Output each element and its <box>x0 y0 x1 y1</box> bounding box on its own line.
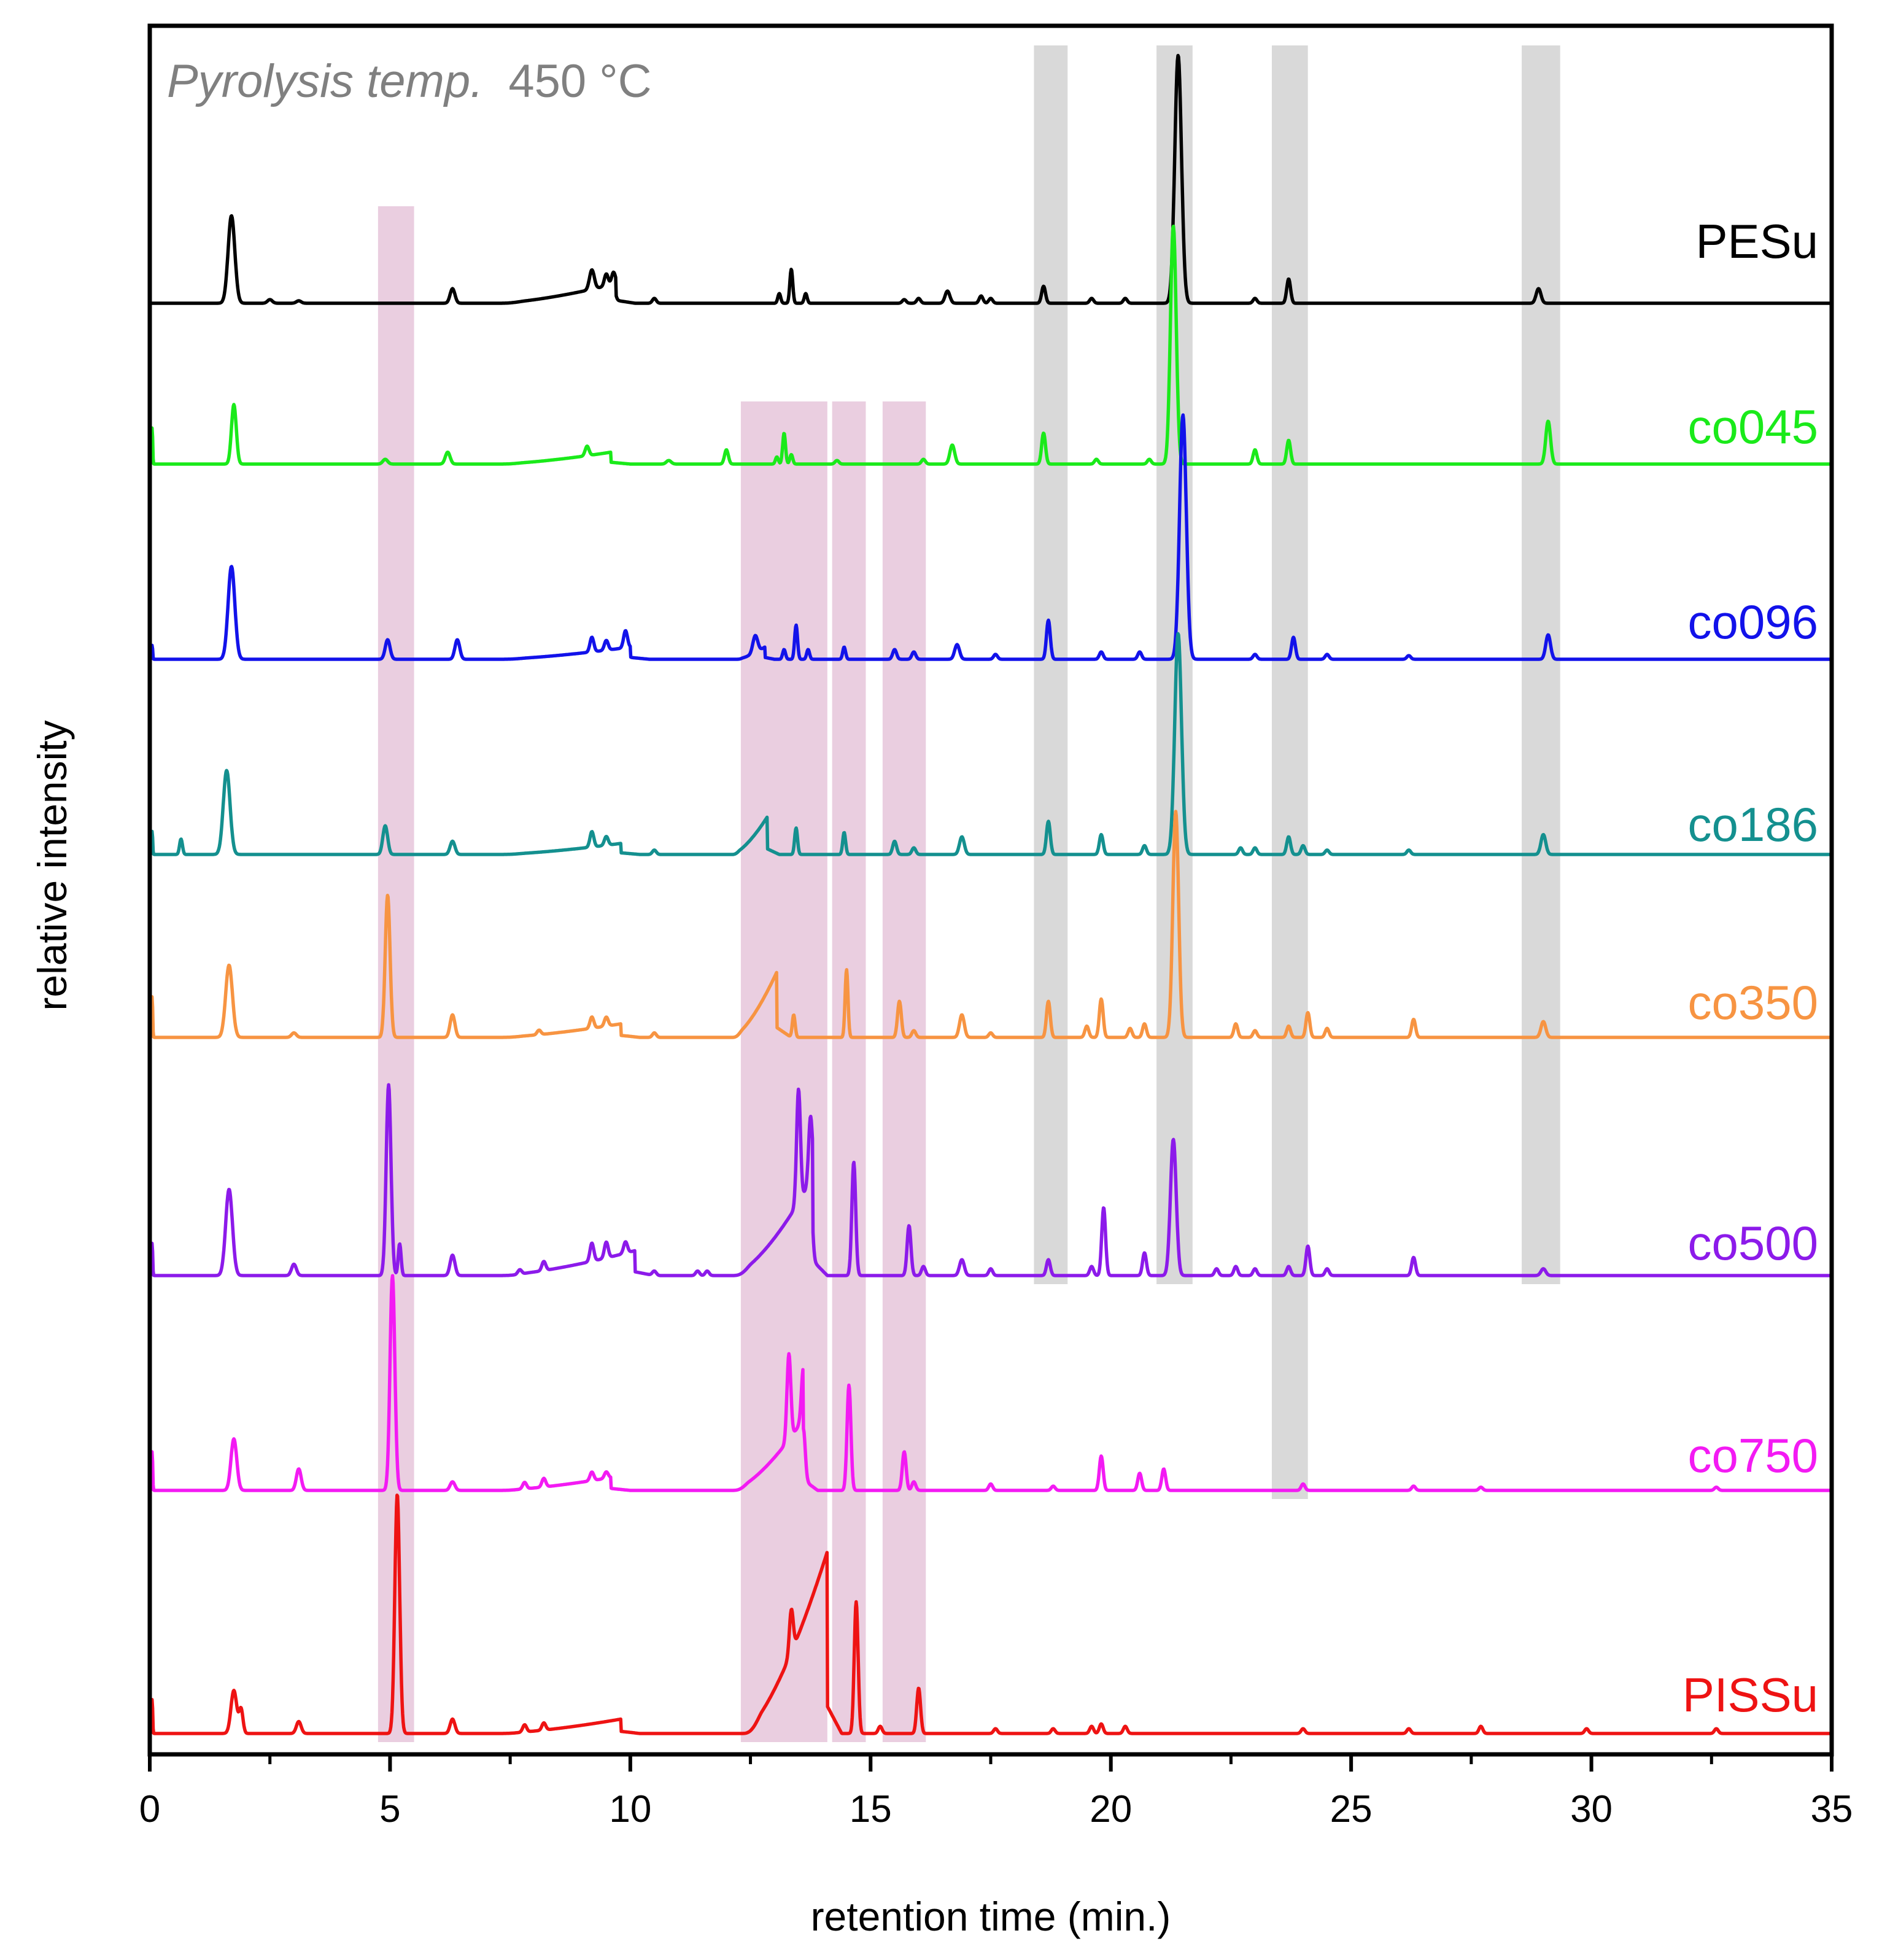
x-tick-label-25: 25 <box>1330 1788 1373 1830</box>
highlight-band-8 <box>1522 45 1560 1284</box>
x-tick-label-20: 20 <box>1090 1788 1132 1830</box>
x-axis-title: retention time (min.) <box>811 1894 1171 1939</box>
series-label-pesu: PESu <box>1696 214 1818 268</box>
x-tick-label-10: 10 <box>609 1788 651 1830</box>
series-line-co045 <box>149 224 1833 466</box>
series-line-co186 <box>149 632 1833 856</box>
series-label-co096: co096 <box>1687 595 1818 649</box>
series-label-co350: co350 <box>1687 975 1818 1029</box>
highlight-bands <box>378 45 1560 1742</box>
x-tick-label-5: 5 <box>379 1788 400 1830</box>
x-tick-label-35: 35 <box>1811 1788 1853 1830</box>
series-label-co500: co500 <box>1687 1216 1818 1270</box>
series-line-co350 <box>149 810 1833 1039</box>
annotation-italic-text: Pyrolysis temp. <box>167 55 483 107</box>
series-line-co500 <box>149 1083 1833 1277</box>
series-line-pissu <box>149 1493 1833 1735</box>
series-traces <box>149 53 1833 1735</box>
series-labels: PESu co045 co096 co186 co350 co500 co750 PISSu <box>1683 214 1818 1722</box>
highlight-band-5 <box>1034 45 1068 1284</box>
series-label-co750: co750 <box>1687 1428 1818 1482</box>
highlight-band-4 <box>882 401 926 1742</box>
x-tick-label-0: 0 <box>139 1788 160 1830</box>
x-tick-label-30: 30 <box>1570 1788 1613 1830</box>
x-tick-label-15: 15 <box>850 1788 892 1830</box>
series-label-co045: co045 <box>1687 400 1818 454</box>
series-label-pissu: PISSu <box>1683 1668 1818 1722</box>
highlight-band-3 <box>832 401 866 1742</box>
series-line-co750 <box>149 1274 1833 1492</box>
x-axis-ticks: 0 5 10 15 20 25 30 35 <box>139 1754 1853 1830</box>
series-line-co096 <box>149 413 1833 661</box>
highlight-band-7 <box>1271 45 1308 1499</box>
highlight-band-2 <box>740 401 827 1742</box>
pyrolysis-annotation: Pyrolysis temp. 450 °C <box>167 55 652 107</box>
series-line-pesu <box>149 53 1833 305</box>
series-label-co186: co186 <box>1687 797 1818 851</box>
y-axis-title: relative intensity <box>29 720 75 1010</box>
annotation-temperature-text: 450 °C <box>508 55 651 107</box>
